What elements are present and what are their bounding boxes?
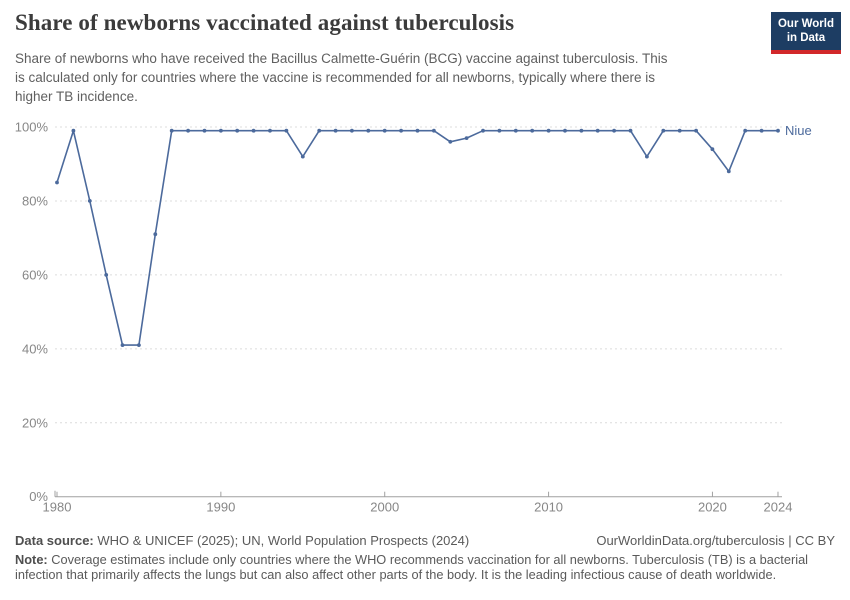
page-title: Share of newborns vaccinated against tub… <box>15 10 515 35</box>
owid-logo-line2: in Data <box>786 31 826 44</box>
chart-note: Note: Coverage estimates include only co… <box>15 552 835 582</box>
data-point <box>87 199 92 203</box>
data-point <box>612 128 616 133</box>
data-point <box>120 343 125 347</box>
data-point <box>219 128 223 133</box>
data-point <box>71 128 76 133</box>
data-point <box>464 136 469 141</box>
data-point <box>153 232 158 237</box>
data-point <box>432 128 436 133</box>
data-point <box>694 128 698 133</box>
chart-footer: Data source: WHO & UNICEF (2025); UN, Wo… <box>15 533 835 582</box>
owid-logo-line1: Our World <box>777 18 834 30</box>
data-point <box>300 154 305 159</box>
data-point <box>333 128 338 133</box>
data-point <box>104 273 109 277</box>
y-axis-tick-label: 0% <box>29 489 48 504</box>
x-axis-tick-label: 2024 <box>764 500 793 515</box>
data-source: Data source: WHO & UNICEF (2025); UN, Wo… <box>15 533 469 548</box>
data-point <box>382 128 387 133</box>
x-axis-tick-label: 1980 <box>43 500 72 515</box>
data-point <box>137 343 141 347</box>
data-point <box>645 154 649 159</box>
data-point <box>776 128 780 133</box>
data-point <box>546 128 551 133</box>
data-point <box>202 128 207 133</box>
data-point <box>530 128 535 133</box>
data-point <box>317 128 322 133</box>
data-point <box>563 128 567 133</box>
data-point <box>743 128 748 133</box>
chart-subtitle: Share of newborns who have received the … <box>15 51 668 104</box>
y-axis-tick-label: 80% <box>22 193 48 208</box>
y-axis-tick-label: 100% <box>15 120 49 135</box>
x-axis-tick-label: 1990 <box>206 500 235 515</box>
data-point <box>677 128 682 133</box>
data-point <box>251 128 256 133</box>
data-point <box>55 180 59 185</box>
data-point <box>366 128 371 133</box>
data-line-niue <box>56 129 779 346</box>
data-point <box>497 128 502 133</box>
data-point <box>595 128 600 133</box>
data-point <box>268 128 272 133</box>
x-axis-tick-label: 2010 <box>534 500 563 515</box>
data-point <box>661 128 666 133</box>
entity-label-niue: Niue <box>785 123 812 138</box>
data-source-text: WHO & UNICEF (2025); UN, World Populatio… <box>93 533 470 548</box>
y-axis-tick-label: 20% <box>22 415 48 430</box>
data-point <box>415 128 420 133</box>
data-point <box>513 128 518 133</box>
data-point <box>726 169 731 174</box>
data-point <box>284 128 289 133</box>
y-axis-tick-label: 40% <box>22 341 48 356</box>
x-axis-tick-label: 2000 <box>370 500 399 515</box>
data-point <box>759 128 764 133</box>
data-point <box>350 128 354 133</box>
owid-logo: Our World in Data <box>770 12 841 54</box>
y-axis-tick-label: 60% <box>22 267 48 282</box>
data-point <box>481 128 485 133</box>
data-point <box>399 128 403 133</box>
note-text: Coverage estimates include only countrie… <box>15 552 809 582</box>
data-point <box>235 128 240 133</box>
data-point <box>186 128 191 133</box>
note-label: Note: <box>15 552 48 567</box>
data-source-label: Data source: <box>15 533 94 548</box>
data-point <box>710 147 715 152</box>
license-text: OurWorldinData.org/tuberculosis | CC BY <box>596 533 835 548</box>
data-point <box>169 128 174 133</box>
x-axis-tick-label: 2020 <box>698 500 727 515</box>
data-point <box>448 139 453 144</box>
data-point <box>579 128 584 133</box>
data-point <box>628 128 633 133</box>
